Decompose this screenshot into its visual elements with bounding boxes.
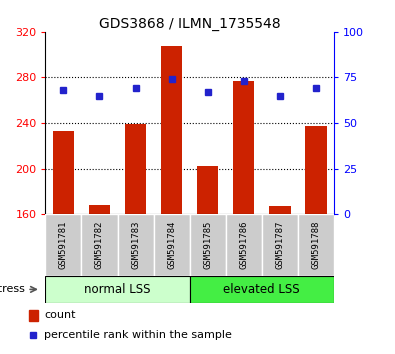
Text: GSM591787: GSM591787 [275,221,284,269]
Bar [125,124,146,214]
Bar [269,206,290,214]
Text: stress: stress [0,284,25,294]
Bar [261,214,298,276]
Bar [45,214,81,276]
Bar [233,81,254,214]
Text: GSM591783: GSM591783 [131,221,140,269]
Text: GSM591784: GSM591784 [167,221,176,269]
Bar [154,214,190,276]
Bar [226,214,261,276]
Bar [29,310,38,321]
Bar [89,205,110,214]
Bar [298,214,334,276]
Bar [45,276,190,303]
Text: GSM591788: GSM591788 [311,221,320,269]
Title: GDS3868 / ILMN_1735548: GDS3868 / ILMN_1735548 [99,17,280,31]
Text: elevated LSS: elevated LSS [224,283,300,296]
Text: percentile rank within the sample: percentile rank within the sample [44,330,232,340]
Text: GSM591785: GSM591785 [203,221,212,269]
Bar [197,166,218,214]
Text: GSM591782: GSM591782 [95,221,104,269]
Text: GSM591786: GSM591786 [239,221,248,269]
Bar [190,214,226,276]
Bar [81,214,118,276]
Bar [161,46,182,214]
Bar [190,276,334,303]
Text: GSM591781: GSM591781 [59,221,68,269]
Text: normal LSS: normal LSS [84,283,151,296]
Bar [53,131,74,214]
Bar [305,126,327,214]
Bar [118,214,154,276]
Text: count: count [44,310,76,320]
